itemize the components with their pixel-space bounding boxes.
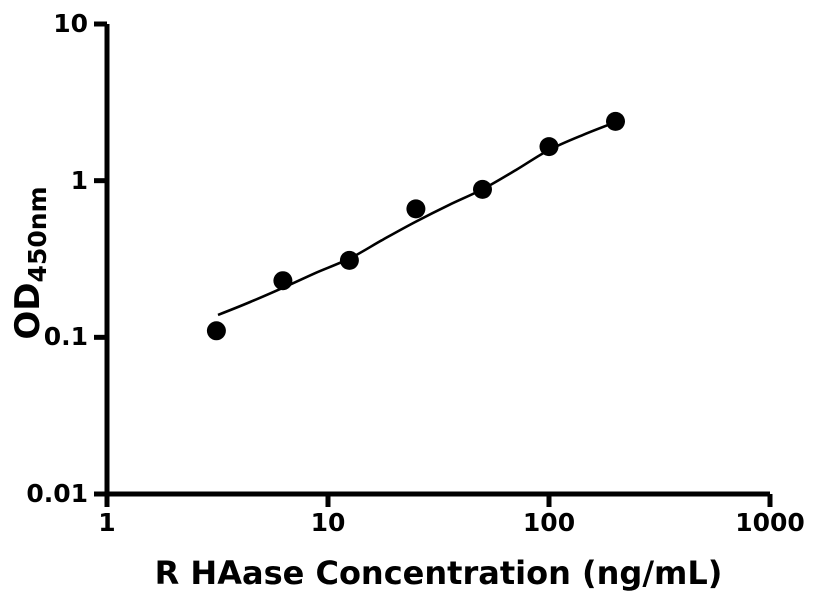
- x-axis-title: R HAase Concentration (ng/mL): [154, 554, 723, 592]
- data-point: [273, 271, 293, 291]
- y-axis-title-subscript: 450nm: [23, 186, 52, 283]
- y-axis-title-main: OD: [8, 282, 48, 340]
- x-tick-label: 1000: [735, 508, 805, 537]
- data-point: [606, 111, 625, 131]
- data-point: [473, 179, 492, 199]
- data-point: [406, 199, 426, 219]
- data-point-markers: [206, 111, 625, 341]
- x-tick-label: 10: [310, 508, 346, 537]
- y-axis-title: OD450nm: [6, 163, 52, 363]
- y-tick-label: 0.1: [43, 322, 88, 352]
- data-point: [539, 137, 559, 157]
- data-point: [206, 321, 226, 341]
- y-tick-label: 1: [70, 165, 88, 195]
- y-tick-label: 0.01: [26, 479, 88, 508]
- data-point: [339, 250, 359, 270]
- x-tick-label: 1: [98, 508, 116, 537]
- y-tick-label: 10: [53, 9, 88, 38]
- axis-lines: [104, 24, 770, 497]
- x-tick-label: 100: [522, 508, 576, 537]
- axis-ticks: [94, 21, 773, 507]
